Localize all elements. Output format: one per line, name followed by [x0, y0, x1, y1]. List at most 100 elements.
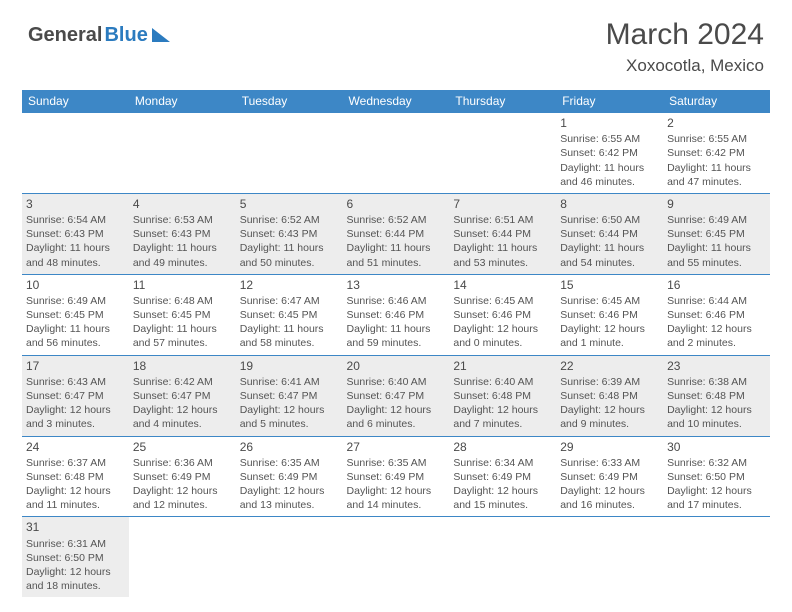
sunset-text: Sunset: 6:49 PM: [347, 470, 446, 484]
calendar-week-row: 17Sunrise: 6:43 AMSunset: 6:47 PMDayligh…: [22, 355, 770, 436]
daylight-text: Daylight: 12 hours: [133, 403, 232, 417]
calendar-day-cell: 26Sunrise: 6:35 AMSunset: 6:49 PMDayligh…: [236, 436, 343, 517]
sunrise-text: Sunrise: 6:53 AM: [133, 213, 232, 227]
sunset-text: Sunset: 6:42 PM: [667, 146, 766, 160]
brand-triangle-icon: [152, 28, 170, 42]
calendar-week-row: 1Sunrise: 6:55 AMSunset: 6:42 PMDaylight…: [22, 113, 770, 194]
day-header: Saturday: [663, 90, 770, 113]
daylight-text: and 49 minutes.: [133, 256, 232, 270]
daylight-text: Daylight: 12 hours: [667, 403, 766, 417]
sunset-text: Sunset: 6:45 PM: [667, 227, 766, 241]
sunrise-text: Sunrise: 6:50 AM: [560, 213, 659, 227]
sunset-text: Sunset: 6:44 PM: [560, 227, 659, 241]
sunset-text: Sunset: 6:47 PM: [26, 389, 125, 403]
calendar-day-cell: 12Sunrise: 6:47 AMSunset: 6:45 PMDayligh…: [236, 274, 343, 355]
day-header-row: Sunday Monday Tuesday Wednesday Thursday…: [22, 90, 770, 113]
daylight-text: Daylight: 12 hours: [347, 403, 446, 417]
sunrise-text: Sunrise: 6:36 AM: [133, 456, 232, 470]
day-number: 12: [240, 277, 339, 293]
calendar-day-cell: 18Sunrise: 6:42 AMSunset: 6:47 PMDayligh…: [129, 355, 236, 436]
sunset-text: Sunset: 6:49 PM: [560, 470, 659, 484]
day-header: Tuesday: [236, 90, 343, 113]
day-number: 5: [240, 196, 339, 212]
daylight-text: Daylight: 12 hours: [240, 403, 339, 417]
sunrise-text: Sunrise: 6:42 AM: [133, 375, 232, 389]
sunrise-text: Sunrise: 6:52 AM: [240, 213, 339, 227]
calendar-day-cell: 5Sunrise: 6:52 AMSunset: 6:43 PMDaylight…: [236, 193, 343, 274]
sunrise-text: Sunrise: 6:49 AM: [26, 294, 125, 308]
daylight-text: and 51 minutes.: [347, 256, 446, 270]
calendar-day-cell: 29Sunrise: 6:33 AMSunset: 6:49 PMDayligh…: [556, 436, 663, 517]
calendar-day-cell: 15Sunrise: 6:45 AMSunset: 6:46 PMDayligh…: [556, 274, 663, 355]
daylight-text: and 12 minutes.: [133, 498, 232, 512]
calendar-day-cell: [449, 517, 556, 597]
daylight-text: Daylight: 11 hours: [453, 241, 552, 255]
sunset-text: Sunset: 6:48 PM: [453, 389, 552, 403]
calendar-day-cell: [236, 517, 343, 597]
day-number: 29: [560, 439, 659, 455]
daylight-text: and 7 minutes.: [453, 417, 552, 431]
daylight-text: and 14 minutes.: [347, 498, 446, 512]
sunset-text: Sunset: 6:44 PM: [347, 227, 446, 241]
calendar-week-row: 10Sunrise: 6:49 AMSunset: 6:45 PMDayligh…: [22, 274, 770, 355]
day-number: 30: [667, 439, 766, 455]
day-number: 25: [133, 439, 232, 455]
day-number: 27: [347, 439, 446, 455]
day-number: 11: [133, 277, 232, 293]
daylight-text: and 53 minutes.: [453, 256, 552, 270]
sunset-text: Sunset: 6:44 PM: [453, 227, 552, 241]
day-number: 16: [667, 277, 766, 293]
calendar-day-cell: 17Sunrise: 6:43 AMSunset: 6:47 PMDayligh…: [22, 355, 129, 436]
daylight-text: and 48 minutes.: [26, 256, 125, 270]
daylight-text: and 4 minutes.: [133, 417, 232, 431]
calendar-day-cell: 4Sunrise: 6:53 AMSunset: 6:43 PMDaylight…: [129, 193, 236, 274]
daylight-text: Daylight: 12 hours: [26, 484, 125, 498]
calendar-day-cell: [129, 517, 236, 597]
daylight-text: and 11 minutes.: [26, 498, 125, 512]
daylight-text: and 59 minutes.: [347, 336, 446, 350]
sunset-text: Sunset: 6:46 PM: [347, 308, 446, 322]
day-number: 31: [26, 519, 125, 535]
sunrise-text: Sunrise: 6:52 AM: [347, 213, 446, 227]
daylight-text: Daylight: 11 hours: [560, 161, 659, 175]
day-number: 23: [667, 358, 766, 374]
calendar-day-cell: 8Sunrise: 6:50 AMSunset: 6:44 PMDaylight…: [556, 193, 663, 274]
day-number: 19: [240, 358, 339, 374]
daylight-text: Daylight: 12 hours: [26, 565, 125, 579]
sunset-text: Sunset: 6:46 PM: [453, 308, 552, 322]
daylight-text: Daylight: 12 hours: [133, 484, 232, 498]
calendar-day-cell: 10Sunrise: 6:49 AMSunset: 6:45 PMDayligh…: [22, 274, 129, 355]
daylight-text: Daylight: 11 hours: [347, 241, 446, 255]
daylight-text: and 55 minutes.: [667, 256, 766, 270]
sunrise-text: Sunrise: 6:39 AM: [560, 375, 659, 389]
sunset-text: Sunset: 6:50 PM: [26, 551, 125, 565]
daylight-text: Daylight: 11 hours: [560, 241, 659, 255]
sunrise-text: Sunrise: 6:48 AM: [133, 294, 232, 308]
calendar-day-cell: [663, 517, 770, 597]
sunrise-text: Sunrise: 6:31 AM: [26, 537, 125, 551]
sunrise-text: Sunrise: 6:34 AM: [453, 456, 552, 470]
sunrise-text: Sunrise: 6:44 AM: [667, 294, 766, 308]
sunrise-text: Sunrise: 6:55 AM: [667, 132, 766, 146]
day-number: 4: [133, 196, 232, 212]
day-header: Monday: [129, 90, 236, 113]
sunrise-text: Sunrise: 6:40 AM: [347, 375, 446, 389]
sunset-text: Sunset: 6:45 PM: [26, 308, 125, 322]
day-number: 14: [453, 277, 552, 293]
daylight-text: and 2 minutes.: [667, 336, 766, 350]
daylight-text: Daylight: 11 hours: [667, 161, 766, 175]
daylight-text: Daylight: 12 hours: [560, 322, 659, 336]
daylight-text: and 18 minutes.: [26, 579, 125, 593]
sunset-text: Sunset: 6:48 PM: [26, 470, 125, 484]
daylight-text: Daylight: 12 hours: [453, 322, 552, 336]
title-block: March 2024 Xoxocotla, Mexico: [606, 18, 764, 76]
daylight-text: and 46 minutes.: [560, 175, 659, 189]
sunset-text: Sunset: 6:46 PM: [667, 308, 766, 322]
calendar-day-cell: 22Sunrise: 6:39 AMSunset: 6:48 PMDayligh…: [556, 355, 663, 436]
daylight-text: and 5 minutes.: [240, 417, 339, 431]
daylight-text: and 3 minutes.: [26, 417, 125, 431]
day-number: 7: [453, 196, 552, 212]
sunset-text: Sunset: 6:47 PM: [347, 389, 446, 403]
sunrise-text: Sunrise: 6:32 AM: [667, 456, 766, 470]
month-year: March 2024: [606, 18, 764, 52]
